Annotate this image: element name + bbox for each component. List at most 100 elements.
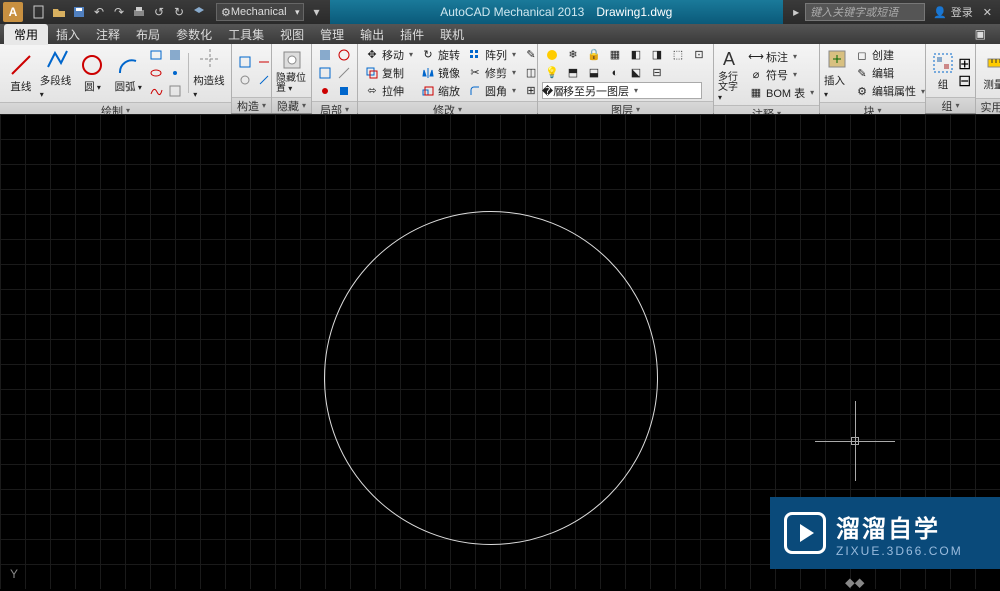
trim-label: 修剪 [485,65,507,81]
c4-icon[interactable] [255,71,273,88]
insert-button[interactable]: 插入 [824,46,850,100]
l5-icon[interactable]: ◧ [626,46,646,63]
sym-button[interactable]: ⌀符号 [746,66,817,83]
qat-undo2-icon[interactable]: ↺ [150,3,168,21]
panel-group-label[interactable]: 组 [926,97,975,113]
qat-redo-icon[interactable]: ↷ [110,3,128,21]
bom-button[interactable]: ▦BOM 表 [746,84,817,101]
panel-util-label[interactable]: 实用程序 [976,98,1000,114]
c1-icon[interactable] [236,53,254,70]
measure-button[interactable]: 测量 [980,50,1000,92]
edit-button[interactable]: ✎编辑 [852,65,928,82]
l10-icon[interactable]: ⬒ [563,64,583,81]
qat-redo2-icon[interactable]: ↻ [170,3,188,21]
l12-icon[interactable]: ◐ [605,64,625,81]
stretch-button[interactable]: ⬄拉伸 [362,82,416,99]
move-button[interactable]: ✥移动 [362,46,416,63]
qat-print-icon[interactable] [130,3,148,21]
l1-icon[interactable] [542,46,562,63]
tab-annotate[interactable]: 注释 [88,26,128,43]
spline-icon[interactable] [147,83,165,100]
p2-icon[interactable] [335,46,353,63]
line-button[interactable]: 直线 [4,52,38,94]
g2-icon[interactable]: ⊟ [958,71,974,87]
login-area[interactable]: 👤 登录 ✕ [933,4,992,20]
mtext-button[interactable]: A多行文字 [718,46,744,103]
l7-icon[interactable]: ⬚ [668,46,688,63]
l13-icon[interactable]: ⬕ [626,64,646,81]
panel-construct: 构造 [232,44,272,113]
tab-plugins[interactable]: 插件 [392,26,432,43]
tab-home[interactable]: 常用 [4,24,48,45]
move-to-layer-button[interactable]: �層移至另一图层 [542,82,702,99]
fillet-button[interactable]: 圆角 [465,82,519,99]
p4-icon[interactable] [335,64,353,81]
array-button[interactable]: 阵列 [465,46,519,63]
tab-online[interactable]: 联机 [432,26,472,43]
panel-hide-label[interactable]: 隐藏 [272,97,311,113]
l2-icon[interactable]: ❄ [563,46,583,63]
circle-icon [79,52,105,78]
mirror-button[interactable]: 镜像 [418,64,463,81]
array-label: 阵列 [485,47,507,63]
l8-icon[interactable]: ⊡ [689,46,709,63]
scale-label: 缩放 [438,83,460,99]
polyline-button[interactable]: 多段线 [40,46,74,100]
point-icon[interactable] [166,65,184,82]
qat-new-icon[interactable] [30,3,48,21]
app-logo-icon[interactable]: A [3,2,23,22]
line-label: 直线 [10,79,31,94]
c2-icon[interactable] [255,53,273,70]
p3-icon[interactable] [316,64,334,81]
tab-layout[interactable]: 布局 [128,26,168,43]
qat-layer-icon[interactable] [190,3,208,21]
p1-icon[interactable] [316,46,334,63]
l3-icon[interactable]: 🔒 [584,46,604,63]
rotate-button[interactable]: ↻旋转 [418,46,463,63]
g1-icon[interactable]: ⊞ [958,54,974,70]
circle-button[interactable]: 圆 [76,52,110,94]
arc-label: 圆弧 [115,79,142,94]
tab-insert[interactable]: 插入 [48,26,88,43]
tab-manage[interactable]: 管理 [312,26,352,43]
create-button[interactable]: ◻创建 [852,47,928,64]
qat-more-icon[interactable]: ▾ [308,3,326,21]
ellipse-icon[interactable] [147,65,165,82]
trim-button[interactable]: ✂修剪 [465,64,519,81]
region-icon[interactable] [166,83,184,100]
cline-button[interactable]: 构造线 [193,46,227,100]
l4-icon[interactable]: ▦ [605,46,625,63]
rect-icon[interactable] [147,47,165,64]
tab-tools[interactable]: 工具集 [220,26,272,43]
l6-icon[interactable]: ◨ [647,46,667,63]
workspace-dropdown[interactable]: ⚙ Mechanical [216,3,304,21]
hide-button[interactable]: 隐藏位置 [276,47,307,94]
l9-icon[interactable]: 💡 [542,64,562,81]
search-input[interactable]: 键入关键字或短语 [805,3,925,21]
l14-icon[interactable]: ⊟ [647,64,667,81]
qat-save-icon[interactable] [70,3,88,21]
editattr-button[interactable]: ⚙编辑属性 [852,83,928,100]
c3-icon[interactable] [236,71,254,88]
tab-output[interactable]: 输出 [352,26,392,43]
bom-label: BOM 表 [766,85,805,101]
dim-button[interactable]: ⟷标注 [746,48,817,65]
tab-view[interactable]: 视图 [272,26,312,43]
scale-button[interactable]: 缩放 [418,82,463,99]
arc-button[interactable]: 圆弧 [111,52,145,94]
tab-parametric[interactable]: 参数化 [168,26,220,43]
panel-construct-label[interactable]: 构造 [232,97,271,113]
part-grid [316,46,353,99]
hatch-icon[interactable] [166,47,184,64]
l11-icon[interactable]: ⬓ [584,64,604,81]
p6-icon[interactable] [335,82,353,99]
title-arrow-icon[interactable]: ▸ [787,3,805,21]
copy-button[interactable]: 复制 [362,64,416,81]
group-button[interactable]: 组 [930,50,956,92]
tab-expand-icon[interactable]: ▣ [967,27,994,41]
qat-undo-icon[interactable]: ↶ [90,3,108,21]
p5-icon[interactable] [316,82,334,99]
qat-open-icon[interactable] [50,3,68,21]
drawn-circle[interactable] [324,211,658,545]
app-title: AutoCAD Mechanical 2013 [440,5,584,19]
